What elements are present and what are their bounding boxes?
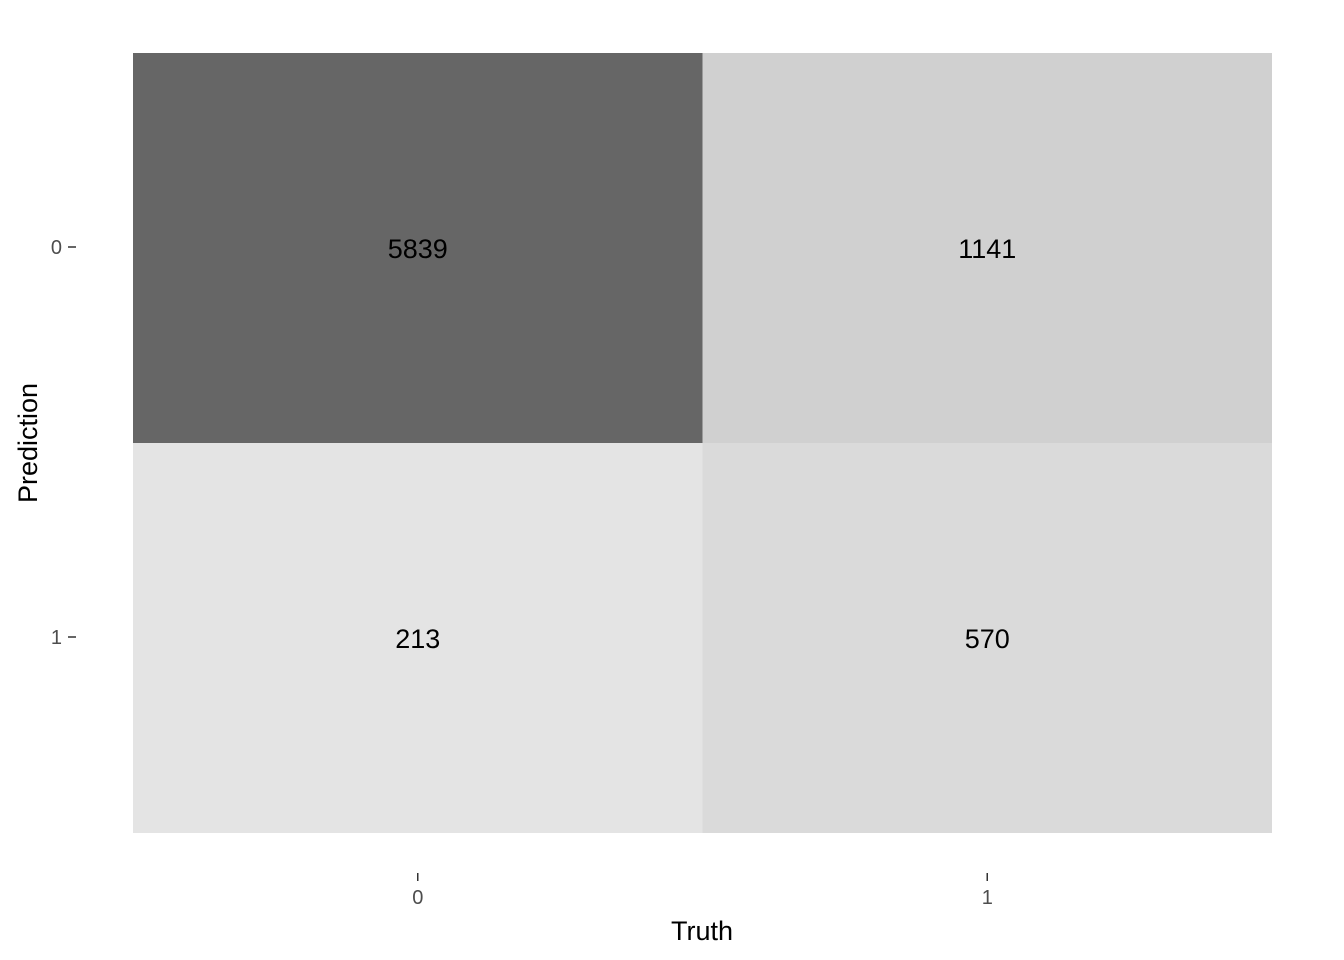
y-axis: 01: [51, 237, 76, 649]
y-axis-title: Prediction: [13, 383, 43, 503]
cell-value-label: 5839: [388, 234, 448, 264]
y-tick-label: 1: [51, 627, 62, 649]
x-tick-label: 1: [982, 887, 993, 909]
heatmap-cell: [702, 443, 1272, 833]
heatmap-cells: 5839 1141 213 570: [133, 53, 1272, 833]
cell-value-label: 570: [965, 624, 1010, 654]
heatmap-cell: [133, 443, 703, 833]
heatmap-cell: [702, 53, 1272, 443]
cell-value-label: 213: [395, 624, 440, 654]
x-tick-label: 0: [412, 887, 423, 909]
y-tick-label: 0: [51, 237, 62, 259]
x-axis-title: Truth: [671, 916, 733, 946]
cell-value-label: 1141: [958, 234, 1016, 264]
heatmap-cell: [133, 53, 703, 443]
